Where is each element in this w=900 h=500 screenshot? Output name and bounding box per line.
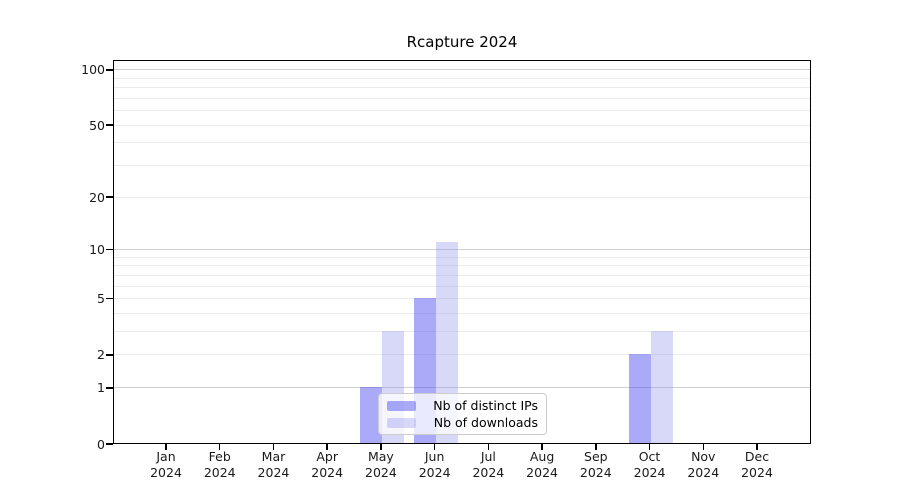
legend-row-distinct-ips: Nb of distinct IPs — [387, 398, 538, 413]
y-tick-label-100: 100 — [81, 62, 105, 78]
chart-title: Rcapture 2024 — [406, 33, 518, 51]
legend-label-downloads: Nb of downloads — [433, 415, 538, 430]
y-tick-label-0: 0 — [97, 436, 105, 452]
y-tick-label-50: 50 — [89, 117, 105, 133]
plot-area: Nb of distinct IPs Nb of downloads — [113, 60, 811, 444]
x-tick-label-Jul-2024: Jul 2024 — [472, 449, 505, 480]
gridline-60 — [114, 110, 810, 112]
gridline-1 — [114, 387, 810, 389]
bar-distinct-ips-May-2024 — [359, 386, 382, 443]
gridline-9 — [114, 256, 810, 258]
gridline-80 — [114, 87, 810, 89]
x-tick-Jul-2024 — [487, 444, 490, 450]
gridline-2 — [114, 354, 810, 356]
gridline-10 — [114, 249, 810, 251]
gridline-20 — [114, 196, 810, 198]
legend: Nb of distinct IPs Nb of downloads — [378, 393, 547, 435]
gridline-90 — [114, 77, 810, 79]
x-tick-label-Jun-2024: Jun 2024 — [418, 449, 451, 480]
y-tick-100 — [106, 69, 113, 71]
x-tick-Jan-2024 — [165, 444, 167, 450]
bar-downloads-Oct-2024 — [650, 330, 673, 443]
gridline-50 — [114, 124, 810, 126]
y-tick-label-1: 1 — [97, 380, 105, 396]
x-tick-label-Jan-2024: Jan 2024 — [150, 449, 182, 480]
x-tick-Dec-2024 — [756, 444, 758, 450]
bar-downloads-Jun-2024 — [435, 241, 458, 443]
y-tick-0 — [106, 443, 113, 445]
legend-label-distinct-ips: Nb of distinct IPs — [433, 398, 538, 413]
gridline-100 — [114, 69, 810, 71]
y-tick-2 — [106, 354, 113, 356]
x-tick-Nov-2024 — [702, 444, 705, 450]
gridline-6 — [114, 285, 810, 287]
legend-row-downloads: Nb of downloads — [387, 415, 538, 430]
gridline-30 — [114, 165, 810, 167]
x-tick-label-Apr-2024: Apr 2024 — [311, 449, 344, 480]
x-tick-May-2024 — [380, 444, 382, 450]
x-tick-Sep-2024 — [595, 444, 597, 450]
y-tick-20 — [106, 196, 113, 198]
gridline-8 — [114, 265, 810, 267]
legend-swatch-distinct-ips — [387, 400, 416, 411]
x-tick-label-Aug-2024: Aug 2024 — [526, 449, 558, 480]
x-tick-Aug-2024 — [541, 444, 543, 450]
gridline-4 — [114, 313, 810, 314]
gridline-70 — [114, 97, 810, 99]
y-tick-label-20: 20 — [89, 189, 105, 205]
x-tick-label-Oct-2024: Oct 2024 — [633, 449, 666, 480]
x-tick-Jun-2024 — [433, 444, 436, 450]
legend-swatch-downloads — [387, 417, 416, 428]
x-tick-Mar-2024 — [272, 444, 275, 450]
y-tick-10 — [106, 248, 113, 251]
bar-distinct-ips-Oct-2024 — [628, 353, 651, 443]
x-tick-label-Mar-2024: Mar 2024 — [257, 449, 290, 480]
y-tick-50 — [106, 124, 113, 126]
y-tick-label-5: 5 — [97, 291, 105, 307]
gridline-5 — [114, 298, 810, 300]
x-tick-label-Sep-2024: Sep 2024 — [579, 449, 612, 480]
y-tick-label-2: 2 — [97, 347, 105, 363]
gridline-3 — [114, 331, 810, 333]
x-tick-label-Dec-2024: Dec 2024 — [741, 449, 773, 480]
x-tick-label-Nov-2024: Nov 2024 — [687, 449, 720, 480]
x-tick-Oct-2024 — [648, 444, 651, 450]
y-tick-1 — [106, 387, 113, 389]
gridline-7 — [114, 274, 810, 276]
x-tick-Feb-2024 — [218, 444, 221, 450]
y-tick-label-10: 10 — [89, 242, 105, 258]
y-tick-5 — [106, 297, 113, 300]
x-tick-label-Feb-2024: Feb 2024 — [203, 449, 236, 480]
x-tick-label-May-2024: May 2024 — [365, 449, 397, 480]
x-tick-Apr-2024 — [326, 444, 328, 450]
gridline-40 — [114, 142, 810, 144]
